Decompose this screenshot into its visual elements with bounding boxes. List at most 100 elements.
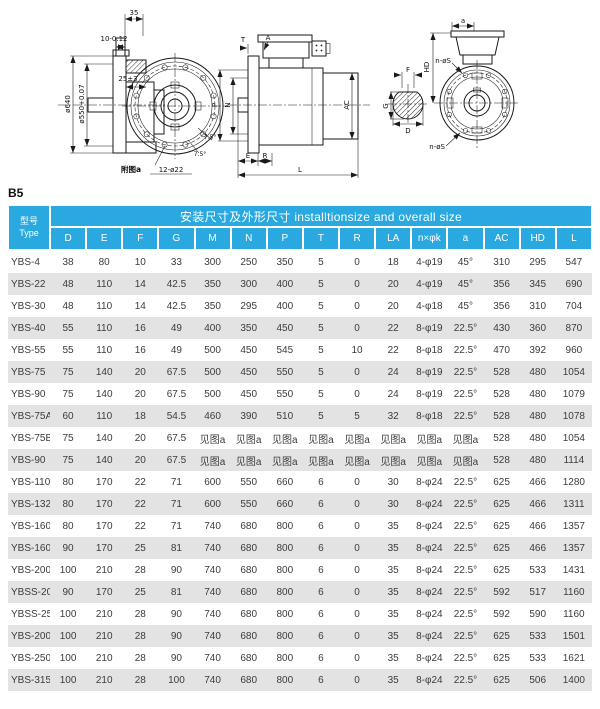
dimension-cell: 6: [302, 669, 339, 691]
dimension-cell: 500: [194, 361, 231, 383]
dimension-cell: 1160: [555, 603, 592, 625]
dimension-cell: 8-φ19: [411, 361, 448, 383]
dimension-cell: 35: [375, 559, 412, 581]
dimension-cell: 24: [375, 383, 412, 405]
dim-T-label: T: [240, 36, 246, 44]
dimension-cell: 8-φ19: [411, 317, 448, 339]
dimension-cell: 870: [555, 317, 592, 339]
dimension-cell: 517: [519, 581, 556, 603]
dimension-cell: 90: [158, 559, 195, 581]
model-type-cell: YBS-315: [8, 669, 50, 691]
dimension-cell: 75: [50, 383, 87, 405]
dimension-cell: 90: [158, 625, 195, 647]
dimension-cell: 22.5°: [447, 559, 484, 581]
dimension-cell: 75: [50, 449, 87, 471]
dimension-cell: 71: [158, 515, 195, 537]
dimension-cell: 6: [302, 471, 339, 493]
dim-10-tolerance-label: 10-0.12: [100, 35, 127, 43]
dimension-cell: 625: [483, 515, 520, 537]
dimension-cell: 45°: [447, 273, 484, 295]
dimension-cell: 见图a: [194, 449, 231, 471]
dim-HD-label: HD: [423, 62, 431, 73]
holes-12-22-label: 12-ø22: [159, 166, 184, 174]
dimension-cell: 0: [339, 250, 376, 273]
dimension-cell: 625: [483, 493, 520, 515]
table-row: YBS-200 100 210 28 90 740 680 800 6 0 35 8-φ24 22.5°…: [8, 559, 592, 581]
column-header: M: [193, 226, 232, 251]
dimension-cell: 210: [86, 647, 123, 669]
column-header: G: [157, 226, 196, 251]
table-row: YBS-55 55 110 16 49 500 450 545 5 10 22 8-φ18 22.5° 4…: [8, 339, 592, 361]
dimension-cell: 20: [375, 273, 412, 295]
dimension-cell: 60: [50, 405, 87, 427]
dimension-cell: 8-φ24: [411, 669, 448, 691]
dimension-cell: 625: [483, 625, 520, 647]
dimension-cell: 1357: [555, 537, 592, 559]
dim-R-label: R: [263, 152, 268, 160]
mount-code-label: B5: [8, 186, 24, 200]
dia-640-label: ø640: [64, 95, 72, 113]
dim-E-label: E: [246, 152, 250, 160]
dimension-cell: 110: [86, 339, 123, 361]
dimension-cell: 470: [483, 339, 520, 361]
dimensions-table: 型号 Type 安装尺寸及外形尺寸 installtionsize and ov…: [7, 204, 594, 691]
dimension-cell: 75: [50, 361, 87, 383]
dimension-cell: 0: [339, 515, 376, 537]
dimension-cell: 210: [86, 625, 123, 647]
dimension-cell: 100: [50, 625, 87, 647]
dimension-cell: 466: [519, 493, 556, 515]
table-row: YBSS-20090170258174068080060358-φ2422.5°…: [8, 581, 592, 603]
dimension-cell: 210: [86, 603, 123, 625]
dimension-cell: 5: [302, 273, 339, 295]
dimension-cell: 见图a: [411, 449, 448, 471]
dimension-cell: 33: [158, 250, 195, 273]
dimension-cell: 0: [339, 537, 376, 559]
dimension-cell: 625: [483, 471, 520, 493]
dimension-cell: 8-φ24: [411, 603, 448, 625]
dimension-cell: 1114: [555, 449, 592, 471]
dimension-cell: 110: [86, 405, 123, 427]
dimension-cell: 0: [339, 559, 376, 581]
dimension-cell: 22.5°: [447, 669, 484, 691]
model-type-cell: YBS-40: [8, 317, 50, 339]
dimension-cell: 22.5°: [447, 317, 484, 339]
shaft-section-view: F G D: [382, 66, 428, 135]
dimension-cell: 22.5°: [447, 647, 484, 669]
flange-side-view: 35 10-0.12 25±3 ø640 ø550+0.07: [58, 9, 165, 154]
dimension-cell: 45°: [447, 250, 484, 273]
dimension-cell: 528: [483, 405, 520, 427]
dimension-cell: 8-φ24: [411, 581, 448, 603]
dimension-cell: 680: [230, 581, 267, 603]
dimension-cell: 100: [50, 669, 87, 691]
table-title-row: 型号 Type 安装尺寸及外形尺寸 installtionsize and ov…: [7, 204, 593, 251]
dimension-cell: 1079: [555, 383, 592, 405]
dimension-cell: 20: [122, 427, 159, 449]
dimension-cell: 10: [339, 339, 376, 361]
dimension-cell: 345: [519, 273, 556, 295]
column-header: R: [337, 226, 377, 251]
column-header-row: D E F G M N P T R LA n×φk a AC HD L: [8, 226, 594, 251]
dimension-cell: 550: [266, 361, 303, 383]
dimension-cell: 170: [86, 515, 123, 537]
dimension-cell: 5: [302, 339, 339, 361]
dimension-cell: 见图a: [230, 449, 267, 471]
dimension-cell: 14: [122, 295, 159, 317]
dimension-cell: 22.5°: [447, 625, 484, 647]
dimension-cell: 6: [302, 581, 339, 603]
dimension-cell: 90: [50, 537, 87, 559]
dimension-cell: 1311: [555, 493, 592, 515]
model-type-cell: YBS-90: [8, 449, 50, 471]
dimension-cell: 170: [86, 493, 123, 515]
dimension-cell: 20: [122, 449, 159, 471]
dimension-cell: 400: [266, 273, 303, 295]
dimension-cell: 100: [50, 559, 87, 581]
dim-25-label: 25±3: [118, 75, 137, 83]
dia-550-label: ø550+0.07: [78, 84, 86, 123]
dimension-cell: 25: [122, 581, 159, 603]
dimension-cell: 625: [483, 537, 520, 559]
dimension-cell: 49: [158, 339, 195, 361]
dimension-cell: 35: [375, 647, 412, 669]
dimension-cell: 20: [122, 361, 159, 383]
dimension-cell: 80: [50, 471, 87, 493]
dimension-cell: 35: [375, 581, 412, 603]
